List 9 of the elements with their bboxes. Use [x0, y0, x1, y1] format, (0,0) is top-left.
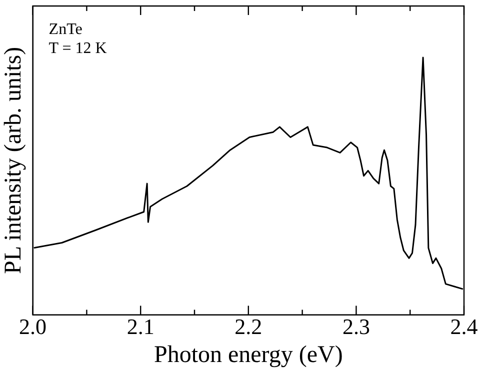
- x-axis-title: Photon energy (eV): [154, 342, 343, 368]
- x-tick-label: 2.1: [126, 314, 154, 339]
- x-tick-label: 2.0: [19, 314, 47, 339]
- text: ZnTe: [48, 21, 82, 38]
- x-tick-label: 2.3: [342, 314, 370, 339]
- x-tick-label: 2.4: [450, 314, 478, 339]
- text: T = 12 K: [48, 40, 108, 58]
- x-tick-label: 2.2: [234, 314, 262, 339]
- y-axis-title: PL intensity (arb. units): [0, 46, 27, 274]
